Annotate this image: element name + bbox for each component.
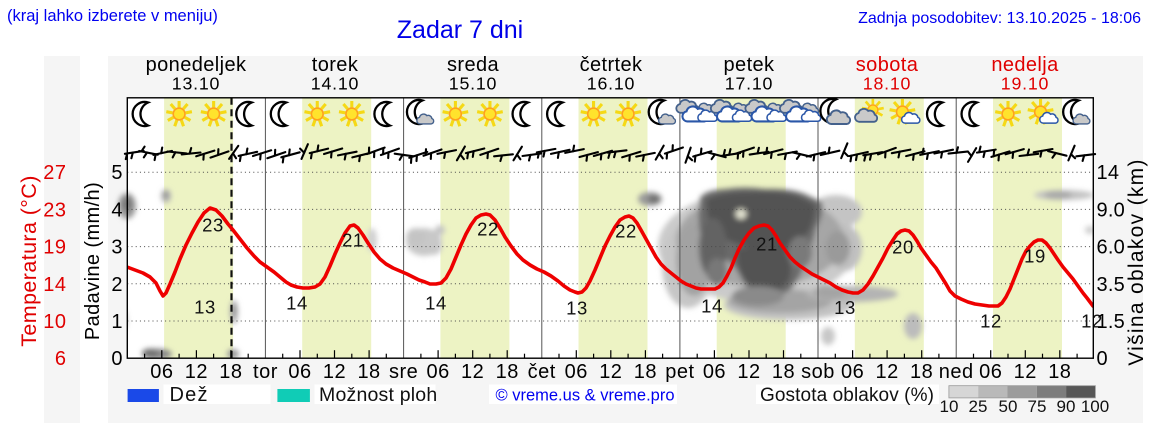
- svg-text:pet: pet: [665, 361, 694, 383]
- svg-text:sob: sob: [801, 361, 835, 383]
- svg-text:10: 10: [43, 311, 66, 333]
- svg-text:9.0: 9.0: [1097, 199, 1125, 221]
- svg-text:tor: tor: [253, 361, 278, 383]
- svg-text:15.10: 15.10: [449, 74, 498, 94]
- svg-text:Gostota oblakov (%): Gostota oblakov (%): [760, 385, 934, 406]
- svg-text:18: 18: [496, 361, 519, 383]
- svg-text:12: 12: [1081, 311, 1103, 332]
- svg-text:06: 06: [150, 361, 173, 383]
- svg-text:14: 14: [1097, 162, 1120, 184]
- svg-text:Dež: Dež: [170, 384, 209, 406]
- svg-text:nedelja: nedelja: [991, 54, 1059, 76]
- svg-text:06: 06: [979, 361, 1002, 383]
- svg-text:13: 13: [566, 298, 588, 319]
- svg-text:18: 18: [910, 361, 933, 383]
- svg-text:23: 23: [43, 199, 66, 221]
- svg-text:10: 10: [940, 397, 959, 416]
- svg-text:5: 5: [111, 162, 123, 184]
- svg-text:14.10: 14.10: [311, 74, 360, 94]
- svg-text:14: 14: [425, 293, 447, 314]
- svg-text:19.10: 19.10: [1001, 74, 1050, 94]
- svg-text:19: 19: [1024, 246, 1046, 267]
- svg-text:22: 22: [477, 219, 499, 240]
- svg-text:12: 12: [876, 361, 899, 383]
- svg-text:21: 21: [756, 234, 778, 255]
- svg-text:6: 6: [55, 348, 67, 370]
- svg-text:18: 18: [634, 361, 657, 383]
- svg-text:17.10: 17.10: [725, 74, 774, 94]
- svg-text:90: 90: [1057, 397, 1076, 416]
- svg-text:(kraj lahko izberete v meniju): (kraj lahko izberete v meniju): [7, 7, 218, 25]
- svg-text:Zadar 7 dni: Zadar 7 dni: [397, 16, 523, 44]
- svg-text:1: 1: [111, 311, 123, 333]
- svg-text:3: 3: [111, 237, 123, 259]
- svg-text:čet: čet: [528, 361, 556, 383]
- svg-text:50: 50: [999, 397, 1018, 416]
- svg-text:petek: petek: [724, 54, 776, 76]
- svg-text:12: 12: [737, 361, 760, 383]
- svg-text:18: 18: [219, 361, 242, 383]
- svg-text:06: 06: [427, 361, 450, 383]
- svg-text:18.10: 18.10: [863, 74, 912, 94]
- svg-text:© vreme.us & vreme.pro: © vreme.us & vreme.pro: [495, 387, 674, 405]
- svg-text:12: 12: [323, 361, 346, 383]
- svg-text:06: 06: [703, 361, 726, 383]
- svg-text:12: 12: [185, 361, 208, 383]
- svg-text:4: 4: [111, 199, 123, 221]
- svg-text:Temperatura (°C): Temperatura (°C): [17, 175, 41, 347]
- svg-text:13: 13: [834, 297, 856, 318]
- svg-text:23: 23: [202, 215, 224, 236]
- svg-text:19: 19: [43, 237, 66, 259]
- svg-text:06: 06: [565, 361, 588, 383]
- svg-text:13: 13: [194, 297, 216, 318]
- svg-text:12: 12: [980, 311, 1002, 332]
- svg-text:16.10: 16.10: [587, 74, 636, 94]
- svg-text:22: 22: [615, 221, 637, 242]
- svg-text:Možnost ploh: Možnost ploh: [319, 384, 437, 406]
- svg-text:ponedeljek: ponedeljek: [146, 54, 247, 76]
- svg-text:100: 100: [1081, 397, 1109, 416]
- svg-text:Padavine (mm/h): Padavine (mm/h): [82, 182, 104, 340]
- svg-text:2: 2: [111, 274, 123, 296]
- svg-text:1.5: 1.5: [1097, 311, 1125, 333]
- svg-text:Zadnja posodobitev: 13.10.2025: Zadnja posodobitev: 13.10.2025 - 18:06: [858, 10, 1141, 27]
- svg-text:14: 14: [701, 296, 723, 317]
- svg-text:sobota: sobota: [856, 54, 919, 76]
- svg-text:75: 75: [1028, 397, 1047, 416]
- svg-text:21: 21: [342, 230, 364, 251]
- svg-text:06: 06: [288, 361, 311, 383]
- svg-text:četrtek: četrtek: [580, 54, 643, 76]
- svg-text:ned: ned: [939, 361, 974, 383]
- svg-text:torek: torek: [312, 54, 359, 76]
- svg-text:12: 12: [1014, 361, 1037, 383]
- svg-text:sreda: sreda: [447, 54, 500, 76]
- svg-text:3.5: 3.5: [1097, 274, 1125, 296]
- svg-text:14: 14: [286, 293, 308, 314]
- svg-text:12: 12: [599, 361, 622, 383]
- svg-text:sre: sre: [389, 361, 418, 383]
- svg-text:18: 18: [1048, 361, 1071, 383]
- svg-text:18: 18: [772, 361, 795, 383]
- svg-text:Višina oblakov (km): Višina oblakov (km): [1125, 158, 1148, 366]
- svg-text:25: 25: [969, 397, 988, 416]
- svg-text:06: 06: [841, 361, 864, 383]
- svg-text:18: 18: [357, 361, 380, 383]
- svg-text:12: 12: [461, 361, 484, 383]
- svg-text:0: 0: [1097, 348, 1108, 370]
- svg-text:13.10: 13.10: [172, 74, 221, 94]
- svg-text:14: 14: [43, 274, 66, 296]
- svg-text:0: 0: [111, 348, 123, 370]
- svg-text:6.0: 6.0: [1097, 237, 1125, 259]
- svg-text:27: 27: [43, 162, 66, 184]
- svg-text:20: 20: [892, 237, 914, 258]
